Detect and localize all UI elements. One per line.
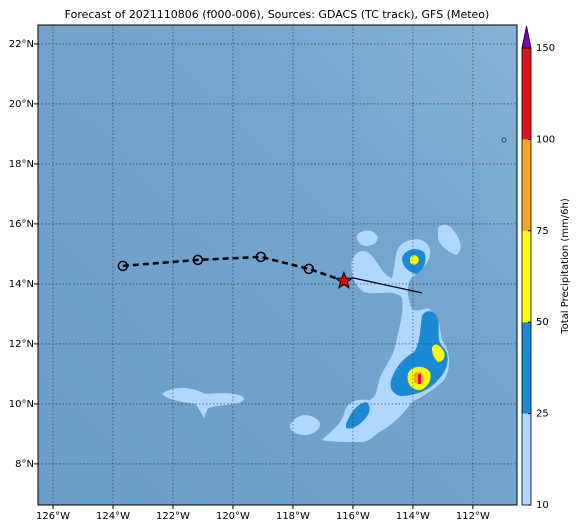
colorbar-tick-label: 25 [536,409,549,420]
x-tick-label: 114°W [396,511,430,522]
colorbar-frame [521,47,532,506]
track-point [192,254,204,266]
ocean [38,25,517,505]
current-position [334,271,354,289]
colorbar-tick-label: 50 [536,317,549,328]
colorbar-band [522,230,531,323]
x-tick-label: 118°W [276,511,310,522]
x-tick-label: 120°W [216,511,250,522]
track-point [117,260,129,272]
colorbar-band [522,322,531,414]
x-tick-label: 112°W [456,511,490,522]
map-title: Forecast of 2021110806 (f000-006), Sourc… [65,8,490,21]
precipitation [162,137,507,442]
colorbar-band [522,139,531,231]
y-tick-label: 16°N [9,219,34,230]
colorbar-band [522,413,531,505]
x-tick-label: 124°W [96,511,130,522]
graticule [38,25,517,505]
x-tick-label: 122°W [156,511,190,522]
track-point [303,263,315,275]
colorbar-tick-label: 100 [536,134,555,145]
tc-track [117,251,423,294]
y-tick-label: 20°N [9,99,34,110]
colorbar-tick-label: 10 [536,500,549,511]
colorbar-band [522,48,531,140]
colorbar-extend [521,25,532,49]
colorbar-label: Total Precipitation (mm/6h) [560,198,571,335]
colorbar-tick-label: 150 [536,43,555,54]
y-tick-label: 8°N [15,459,34,470]
x-tick-label: 126°W [36,511,70,522]
y-tick-label: 14°N [9,279,34,290]
map-frame [37,24,518,506]
y-tick-label: 22°N [9,39,34,50]
track-point [255,251,267,263]
y-tick-label: 18°N [9,159,34,170]
x-tick-label: 116°W [336,511,370,522]
colorbar-tick-label: 75 [536,226,549,237]
y-tick-label: 12°N [9,339,34,350]
past-track-line [122,255,345,283]
y-tick-label: 10°N [9,399,34,410]
colorbar: 10 25 50 75 100 150 Total Precipitation (mm/6h… [521,25,571,511]
